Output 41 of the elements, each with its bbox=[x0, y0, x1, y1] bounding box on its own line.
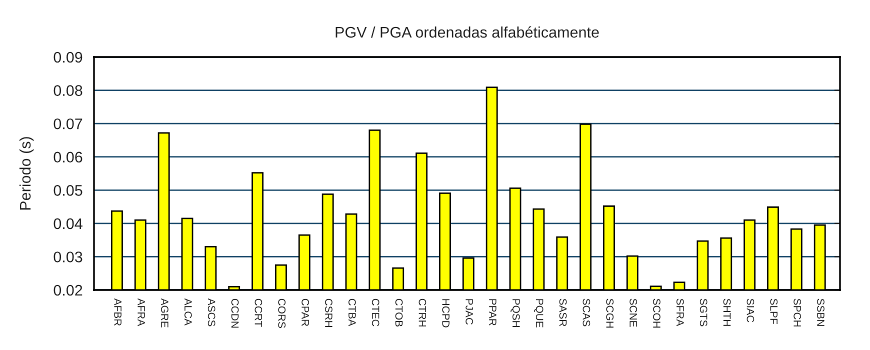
y-tick-label: 0.08 bbox=[54, 85, 82, 96]
x-tick-label: AFBR bbox=[114, 298, 122, 326]
x-tick-label: SFRA bbox=[676, 298, 684, 326]
x-tick-label: CSRH bbox=[325, 298, 332, 327]
y-tick-label: 0.06 bbox=[54, 152, 82, 163]
y-tick-label: 0.05 bbox=[54, 185, 82, 196]
x-tick-label: HCPD bbox=[442, 299, 450, 328]
x-tick-label: PQSH bbox=[510, 299, 520, 328]
x-tick-label: SCOH bbox=[653, 298, 660, 328]
x-tick-label: CCRT bbox=[254, 298, 262, 327]
y-axis-title: Periodo (s) bbox=[19, 137, 34, 210]
x-tick-label: SSBN bbox=[817, 298, 824, 326]
chart-title: PGV / PGA ordenadas alfabéticamente bbox=[336, 26, 599, 38]
x-tick-label: CORS bbox=[278, 298, 286, 328]
x-tick-label: AFRA bbox=[138, 298, 145, 326]
x-tick-label: AGRE bbox=[161, 298, 168, 328]
x-tick-label: CTOB bbox=[395, 298, 403, 327]
x-tick-label: SHTH bbox=[723, 298, 731, 326]
y-tick-label: 0.04 bbox=[54, 218, 82, 230]
x-tick-label: ASCS bbox=[208, 298, 216, 326]
y-tick-label: 0.07 bbox=[54, 118, 82, 130]
x-tick-label: SASR bbox=[559, 298, 567, 326]
x-tick-label: SGTS bbox=[700, 298, 708, 326]
x-tick-label: ALCA bbox=[184, 298, 192, 326]
x-tick-label: SCNE bbox=[630, 298, 637, 327]
y-tick-label: 0.03 bbox=[54, 252, 82, 262]
x-tick-label: PPAR bbox=[489, 299, 496, 326]
x-tick-label: SLPF bbox=[770, 298, 778, 324]
x-tick-label: SCAS bbox=[582, 298, 590, 326]
x-tick-label: CTBA bbox=[348, 298, 356, 326]
x-tick-label: CTRH bbox=[418, 298, 426, 326]
x-tick-label: SPCH bbox=[794, 298, 801, 326]
x-tick-label: PQUE bbox=[534, 299, 544, 328]
y-tick-label: 0.02 bbox=[54, 284, 82, 296]
x-tick-label: CTEC bbox=[372, 298, 380, 326]
y-tick-label: 0.09 bbox=[54, 52, 82, 63]
x-tick-label: CPAR bbox=[302, 298, 309, 326]
x-tick-label: PJAC bbox=[466, 299, 473, 325]
x-tick-label: SCGH bbox=[606, 298, 614, 328]
x-tick-label: CCDN bbox=[231, 298, 239, 328]
x-tick-label: SIAC bbox=[746, 298, 754, 322]
